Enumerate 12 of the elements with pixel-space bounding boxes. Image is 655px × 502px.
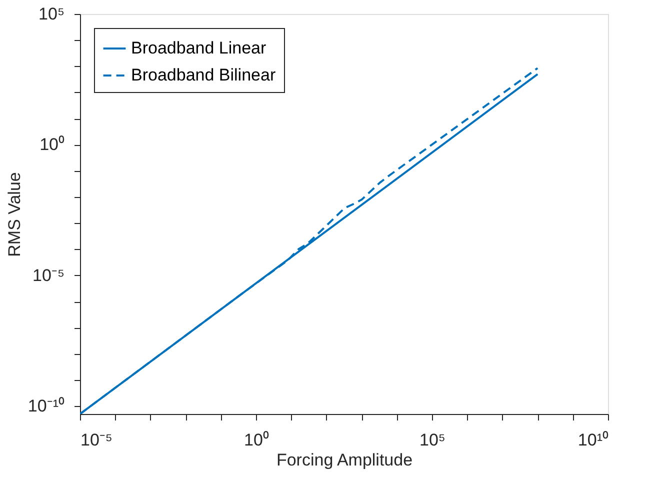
legend-label: Broadband Linear (131, 38, 266, 58)
x-tick-label: 10⁻⁵ (80, 430, 112, 450)
y-tick-label: 10⁻⁵ (32, 266, 64, 285)
y-tick-label: 10⁰ (40, 135, 64, 154)
y-tick-label: 10⁵ (38, 4, 64, 24)
x-tick-label: 10⁰ (244, 430, 269, 450)
x-axis-title: Forcing Amplitude (276, 450, 413, 470)
y-axis-title: RMS Value (4, 172, 24, 257)
x-tick-label: 10⁵ (420, 430, 446, 450)
x-tick-label: 10¹⁰ (578, 430, 608, 450)
legend-label: Broadband Bilinear (131, 66, 276, 84)
y-tick-label: 10⁻¹⁰ (28, 396, 64, 416)
